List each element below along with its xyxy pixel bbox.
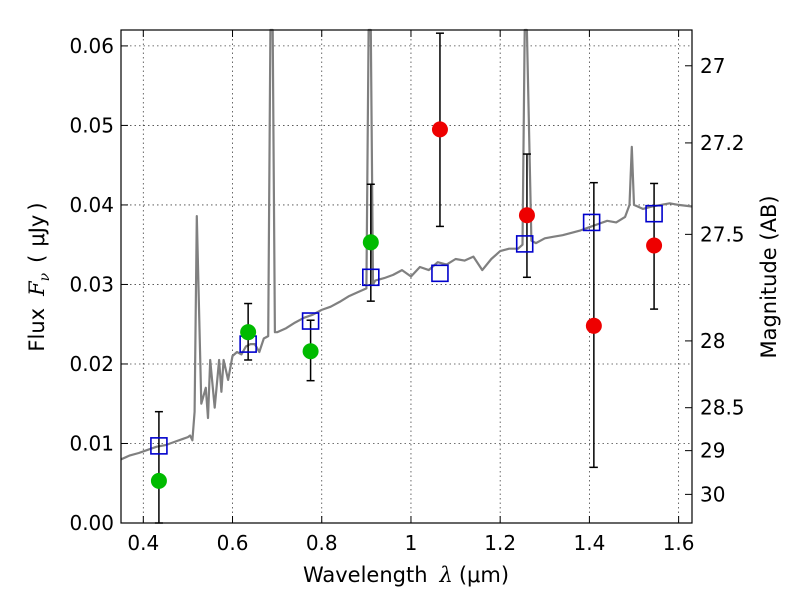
x-tick-label: 0.6 [217, 531, 249, 555]
y-tick-label: 0.05 [69, 113, 114, 137]
model-point [645, 204, 663, 223]
x-tick-label: 1.2 [484, 531, 516, 555]
y-tick-label: 0.01 [69, 431, 114, 455]
x-tick-label: 1.6 [663, 531, 695, 555]
x-tick-label: 1 [405, 531, 418, 555]
y2-tick-label: 27.5 [700, 222, 745, 246]
model-point [301, 312, 320, 330]
y-axis-label: FluxFν(μJy) [25, 202, 53, 351]
x-tick-label: 0.4 [127, 531, 159, 555]
y2-tick-label: 27 [700, 54, 725, 78]
grid [121, 30, 692, 524]
model-point [431, 264, 449, 283]
axis-ticks: 0.4 0.6 0.8 1 1.2 1.4 1.6 0.00 0.01 0.02 0.03 0.04 0… [69, 30, 745, 555]
spectrum-line [120, 28, 693, 461]
model-point [362, 268, 380, 287]
observed-point [585, 317, 602, 334]
y-tick-label: 0.02 [69, 352, 114, 376]
observed-point [518, 207, 535, 224]
model-spectrum [120, 28, 693, 461]
y-tick-label: 0.00 [69, 511, 114, 535]
plot-frame [120, 29, 693, 524]
observed-point [302, 343, 319, 360]
y2-axis-label: Magnitude (AB) [757, 195, 781, 358]
error-bars [154, 32, 659, 524]
model-point [582, 213, 601, 232]
data-points [150, 121, 663, 489]
x-tick-label: 0.8 [306, 531, 338, 555]
y2-tick-label: 29 [700, 439, 725, 463]
model-point [150, 437, 168, 455]
model-point [515, 235, 534, 253]
y2-tick-label: 28 [700, 329, 725, 353]
y-tick-label: 0.06 [69, 34, 114, 58]
y-tick-label: 0.03 [69, 272, 114, 296]
x-axis-label: Wavelength λ (μm) [303, 563, 509, 587]
observed-point [646, 237, 663, 254]
y2-tick-label: 28.5 [700, 396, 745, 420]
x-tick-label: 1.4 [573, 531, 605, 555]
observed-point [150, 472, 167, 489]
y2-tick-label: 27.2 [700, 131, 745, 155]
observed-point [240, 324, 257, 341]
y-tick-label: 0.04 [69, 193, 114, 217]
observed-point [431, 121, 448, 138]
y2-tick-label: 30 [700, 482, 725, 506]
observed-point [362, 234, 379, 251]
